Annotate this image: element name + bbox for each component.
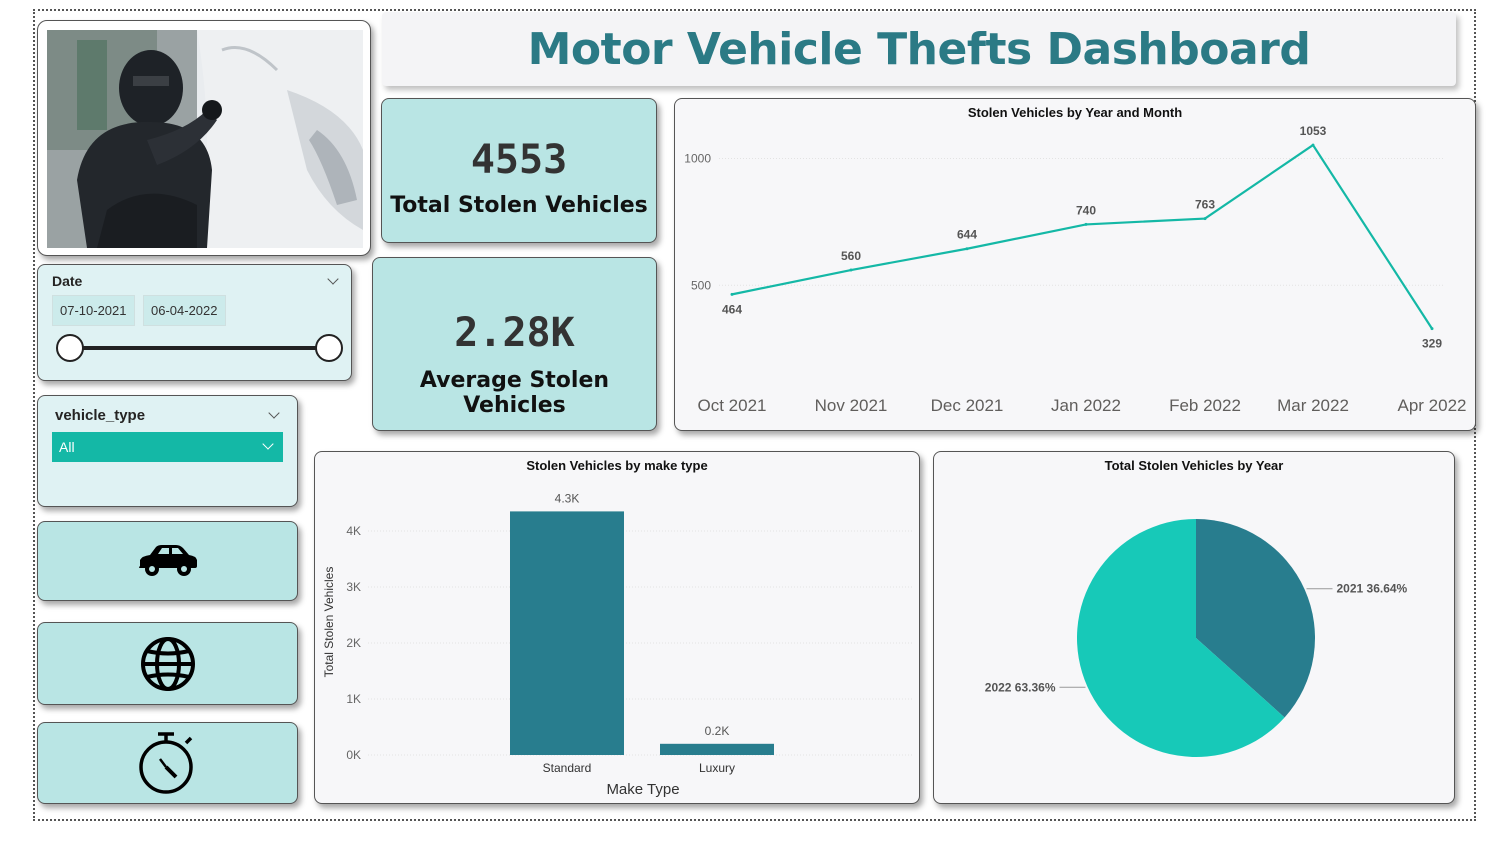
- data-point: [849, 268, 853, 272]
- globe-icon: [140, 636, 195, 691]
- data-label: 644: [957, 228, 977, 242]
- dashboard-title: Motor Vehicle Thefts Dashboard: [527, 24, 1311, 75]
- x-tick-label: Oct 2021: [698, 396, 767, 415]
- vehicle-type-slicer: vehicle_type All: [37, 395, 298, 507]
- chevron-down-icon[interactable]: [268, 407, 280, 419]
- y-tick-label: 2K: [346, 636, 361, 650]
- data-point: [1430, 327, 1434, 331]
- bar: [510, 511, 624, 755]
- bar-chart-card: Stolen Vehicles by make type 0K 1K 2K 3K 4K 4…: [314, 451, 920, 804]
- data-point: [1084, 222, 1088, 226]
- x-tick-label: Mar 2022: [1277, 396, 1349, 415]
- y-tick-label: 3K: [346, 580, 361, 594]
- stopwatch-icon: [138, 732, 193, 794]
- y-axis-title: Total Stolen Vehicles: [322, 567, 336, 678]
- pie-chart-title: Total Stolen Vehicles by Year: [1104, 458, 1284, 473]
- pie-chart: 2021 36.64% 2022 63.36%: [985, 519, 1408, 757]
- date-end-field[interactable]: 06-04-2022: [143, 295, 226, 326]
- date-slicer[interactable]: Date 07-10-2021 06-04-2022: [37, 264, 352, 381]
- car-icon: [138, 545, 197, 576]
- x-tick-label: Jan 2022: [1051, 396, 1121, 415]
- car-nav-button[interactable]: [37, 521, 298, 601]
- slice-label: 2021 36.64%: [1336, 582, 1407, 596]
- globe-nav-button[interactable]: [37, 622, 298, 705]
- date-start-field[interactable]: 07-10-2021: [52, 295, 135, 326]
- x-tick-label: Standard: [543, 761, 592, 775]
- kpi-total-value: 4553: [470, 137, 568, 183]
- data-label: 560: [841, 249, 861, 263]
- data-label: 464: [722, 302, 742, 316]
- title-card: Motor Vehicle Thefts Dashboard: [382, 12, 1456, 86]
- kpi-total-label: Total Stolen Vehicles: [390, 193, 648, 218]
- data-label: 740: [1076, 203, 1096, 217]
- x-tick-label: Nov 2021: [815, 396, 888, 415]
- pie-chart-card: Total Stolen Vehicles by Year 2021 36.64…: [933, 451, 1455, 804]
- vehicle-slicer-title: vehicle_type: [55, 407, 146, 424]
- data-point: [1203, 217, 1207, 221]
- y-tick-label: 0K: [346, 748, 361, 762]
- bar-chart: 0K 1K 2K 3K 4K 4.3K Standard 0.2K Luxury Make Typ…: [322, 491, 913, 798]
- data-point: [1311, 143, 1315, 147]
- x-tick-label: Apr 2022: [1398, 396, 1467, 415]
- date-start-handle[interactable]: [56, 334, 84, 362]
- kpi-average-value: 2.28K: [454, 310, 575, 356]
- bar: [660, 743, 774, 755]
- data-label: 763: [1195, 198, 1215, 212]
- kpi-average-card: 2.28K Average Stolen Vehicles: [372, 257, 657, 431]
- slice-label: 2022 63.36%: [985, 680, 1056, 694]
- bar-data-label: 0.2K: [705, 724, 730, 738]
- y-tick-label: 1K: [346, 692, 361, 706]
- stopwatch-nav-button[interactable]: [37, 722, 298, 804]
- x-axis-title: Make Type: [606, 781, 679, 798]
- thief-photo: [37, 20, 371, 256]
- bar-chart-title: Stolen Vehicles by make type: [526, 458, 708, 473]
- pie-slice: [1196, 519, 1315, 718]
- y-tick-label: 1000: [684, 152, 711, 166]
- bar-data-label: 4.3K: [555, 491, 580, 505]
- date-end-handle[interactable]: [315, 334, 343, 362]
- chevron-down-icon[interactable]: [327, 273, 339, 285]
- series-line: [731, 143, 1433, 330]
- line-chart-card: Stolen Vehicles by Year and Month 1000 50…: [674, 98, 1476, 431]
- kpi-total-card: 4553 Total Stolen Vehicles: [381, 98, 657, 243]
- data-point: [965, 247, 969, 251]
- car-thief-image: [47, 30, 363, 248]
- data-label: 1053: [1300, 124, 1327, 138]
- y-tick-label: 4K: [346, 524, 361, 538]
- pie-slice: [1077, 519, 1285, 757]
- x-tick-label: Feb 2022: [1169, 396, 1241, 415]
- chevron-down-icon: [262, 438, 274, 450]
- data-point: [730, 292, 734, 296]
- y-tick-label: 500: [691, 278, 711, 292]
- date-range-track[interactable]: [70, 346, 328, 350]
- kpi-average-label: Average Stolen Vehicles: [419, 368, 610, 418]
- vehicle-type-dropdown[interactable]: All: [52, 432, 283, 462]
- date-slicer-title: Date: [52, 273, 83, 289]
- data-label: 329: [1422, 337, 1442, 351]
- vehicle-type-selected: All: [59, 439, 75, 455]
- x-tick-label: Luxury: [699, 761, 735, 775]
- x-tick-label: Dec 2021: [931, 396, 1004, 415]
- line-chart-title: Stolen Vehicles by Year and Month: [967, 105, 1183, 120]
- line-chart: 1000 500 464 560 644 740 763 1053 329 Oct 2021 Nov…: [684, 124, 1467, 415]
